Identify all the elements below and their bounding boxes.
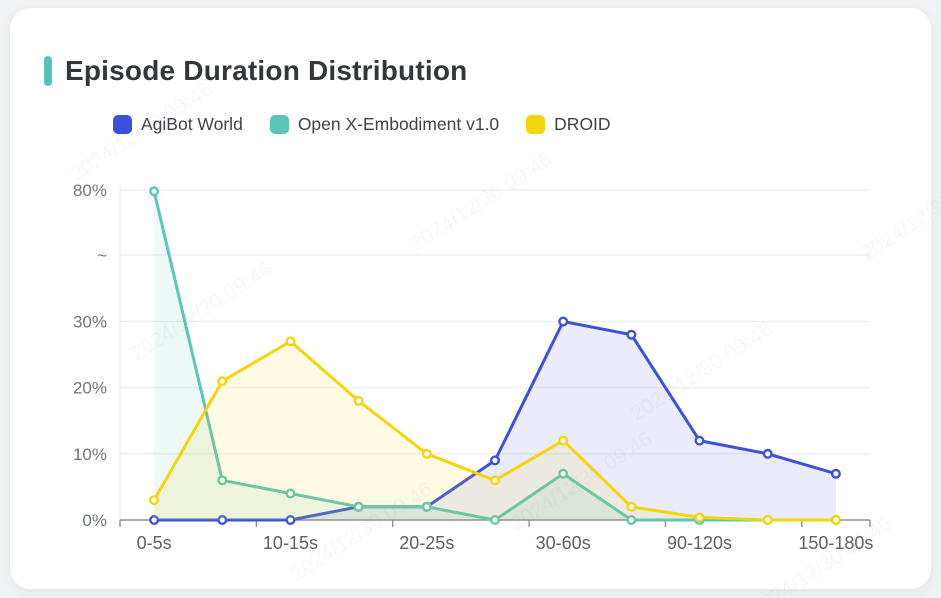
legend-swatch-droid	[526, 115, 546, 134]
series-droid	[149, 336, 841, 526]
data-point-agibot-world-120-150s[interactable]	[762, 448, 773, 459]
chart-legend: AgiBot World Open X-Embodiment v1.0 DROI…	[113, 114, 611, 135]
data-point-open-x-embodiment-v1-0-60-90s[interactable]	[626, 515, 637, 526]
legend-label-open-x-embodiment: Open X-Embodiment v1.0	[297, 114, 500, 134]
title-accent-bar	[44, 56, 52, 86]
legend-swatch-agibot-world	[113, 115, 132, 134]
data-point-droid-90-120s[interactable]	[694, 512, 705, 523]
data-point-droid-10-15s[interactable]	[285, 336, 296, 347]
data-point-open-x-embodiment-v1-0-10-15s[interactable]	[285, 488, 296, 499]
series-area-agibot-world	[154, 321, 836, 520]
series-area-droid	[154, 341, 836, 520]
data-point-agibot-world-10-15s[interactable]	[285, 515, 296, 526]
data-point-agibot-world-30-60s[interactable]	[558, 316, 569, 327]
data-point-agibot-world-0-5s[interactable]	[149, 515, 160, 526]
legend-item-open-x-embodiment[interactable]: Open X-Embodiment v1.0	[269, 114, 500, 135]
y-axis-label: 80%	[73, 181, 107, 200]
x-axis-label: 20-25s	[399, 533, 454, 553]
data-point-agibot-world-150-180s[interactable]	[830, 468, 841, 479]
data-point-agibot-world-25-30s[interactable]	[490, 455, 501, 466]
data-point-droid-120-150s[interactable]	[762, 515, 773, 526]
x-axis-label: 30-60s	[536, 533, 591, 553]
y-axis-label: ~	[97, 246, 107, 265]
data-point-droid-0-5s[interactable]	[149, 495, 160, 506]
data-point-agibot-world-5-10s[interactable]	[217, 515, 228, 526]
legend-swatch-open-x-embodiment	[269, 115, 289, 134]
data-point-agibot-world-90-120s[interactable]	[694, 435, 705, 446]
data-point-open-x-embodiment-v1-0-0-5s[interactable]	[149, 186, 160, 197]
data-point-droid-15-20s[interactable]	[353, 395, 364, 406]
data-point-droid-150-180s[interactable]	[830, 515, 841, 526]
title-row: Episode Duration Distribution	[44, 55, 467, 87]
data-point-open-x-embodiment-v1-0-20-25s[interactable]	[421, 501, 432, 512]
data-point-droid-60-90s[interactable]	[626, 501, 637, 512]
data-point-open-x-embodiment-v1-0-25-30s[interactable]	[490, 515, 501, 526]
y-axis-label: 30%	[73, 313, 107, 332]
x-axis-label: 10-15s	[263, 533, 318, 553]
y-axis-label: 10%	[73, 445, 107, 464]
data-point-droid-20-25s[interactable]	[421, 448, 432, 459]
data-point-droid-25-30s[interactable]	[490, 475, 501, 486]
x-axis-label: 90-120s	[667, 533, 732, 553]
legend-item-droid[interactable]: DROID	[526, 114, 611, 135]
x-axis-label: 0-5s	[137, 533, 172, 553]
series-area-open-x-embodiment-v1-0	[154, 191, 836, 521]
data-point-open-x-embodiment-v1-0-30-60s[interactable]	[558, 468, 569, 479]
data-point-agibot-world-60-90s[interactable]	[626, 329, 637, 340]
data-point-droid-5-10s[interactable]	[217, 376, 228, 387]
legend-label-droid: DROID	[554, 114, 611, 134]
chart-title: Episode Duration Distribution	[65, 55, 468, 86]
data-point-open-x-embodiment-v1-0-5-10s[interactable]	[217, 475, 228, 486]
data-point-droid-30-60s[interactable]	[558, 435, 569, 446]
y-axis-label: 20%	[73, 379, 107, 398]
data-point-open-x-embodiment-v1-0-15-20s[interactable]	[353, 501, 364, 512]
x-axis-label: 150-180s	[798, 533, 873, 553]
legend-label-agibot-world: AgiBot World	[141, 114, 243, 134]
y-axis-label: 0%	[82, 511, 107, 530]
chart-card: Episode Duration Distribution AgiBot Wor…	[9, 7, 932, 590]
legend-item-agibot-world[interactable]: AgiBot World	[113, 114, 243, 135]
